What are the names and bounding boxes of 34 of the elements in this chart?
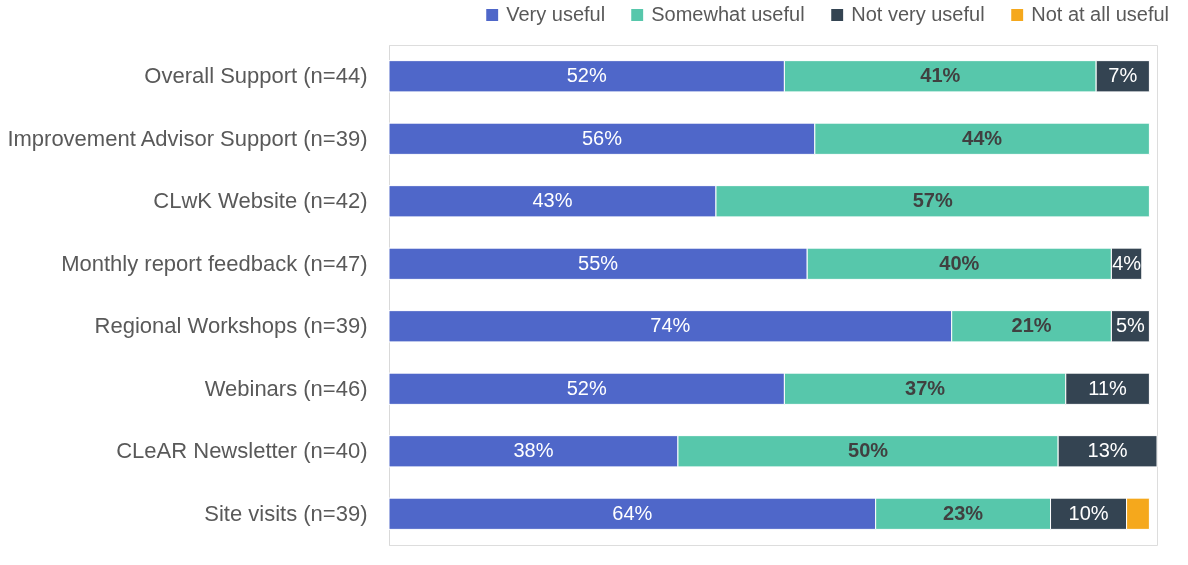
- y-tick-label: CLeAR Newsletter (n=40): [116, 438, 368, 464]
- data-label: 43%: [532, 189, 573, 212]
- legend-label: Somewhat useful: [651, 3, 805, 25]
- data-label: 44%: [962, 126, 1003, 149]
- data-label: 5%: [1115, 314, 1146, 337]
- y-tick-label: Overall Support (n=44): [144, 63, 368, 89]
- y-tick-label: Improvement Advisor Support (n=39): [7, 125, 368, 151]
- y-tick-label: Webinars (n=46): [204, 375, 368, 401]
- data-label: 41%: [920, 64, 961, 87]
- data-label: 37%: [905, 376, 946, 399]
- data-label: 38%: [513, 439, 554, 462]
- data-label: 50%: [848, 439, 889, 462]
- data-label: 21%: [1011, 314, 1052, 337]
- y-tick-label: CLwK Website (n=42): [153, 188, 368, 214]
- data-label: 23%: [943, 501, 984, 524]
- data-label: 4%: [1112, 251, 1142, 274]
- legend-label: Not very useful: [851, 3, 985, 25]
- y-tick-label: Regional Workshops (n=39): [94, 313, 368, 339]
- y-tick-label: Site visits (n=39): [204, 500, 368, 526]
- data-label: 52%: [566, 376, 607, 399]
- legend-label: Very useful: [506, 3, 606, 25]
- data-label: 10%: [1068, 501, 1109, 524]
- y-tick-label: Monthly report feedback (n=47): [61, 250, 368, 276]
- data-label: 74%: [650, 314, 691, 337]
- data-label: 11%: [1088, 376, 1128, 399]
- data-label: 64%: [612, 501, 653, 524]
- data-label: 56%: [581, 126, 623, 149]
- data-label: 40%: [939, 251, 980, 274]
- legend-label: Not at all useful: [1031, 3, 1170, 25]
- data-label: 57%: [912, 189, 953, 212]
- data-label: 52%: [566, 64, 607, 87]
- data-label: 13%: [1087, 439, 1128, 462]
- data-label: 7%: [1108, 64, 1138, 87]
- data-label: 55%: [578, 251, 619, 274]
